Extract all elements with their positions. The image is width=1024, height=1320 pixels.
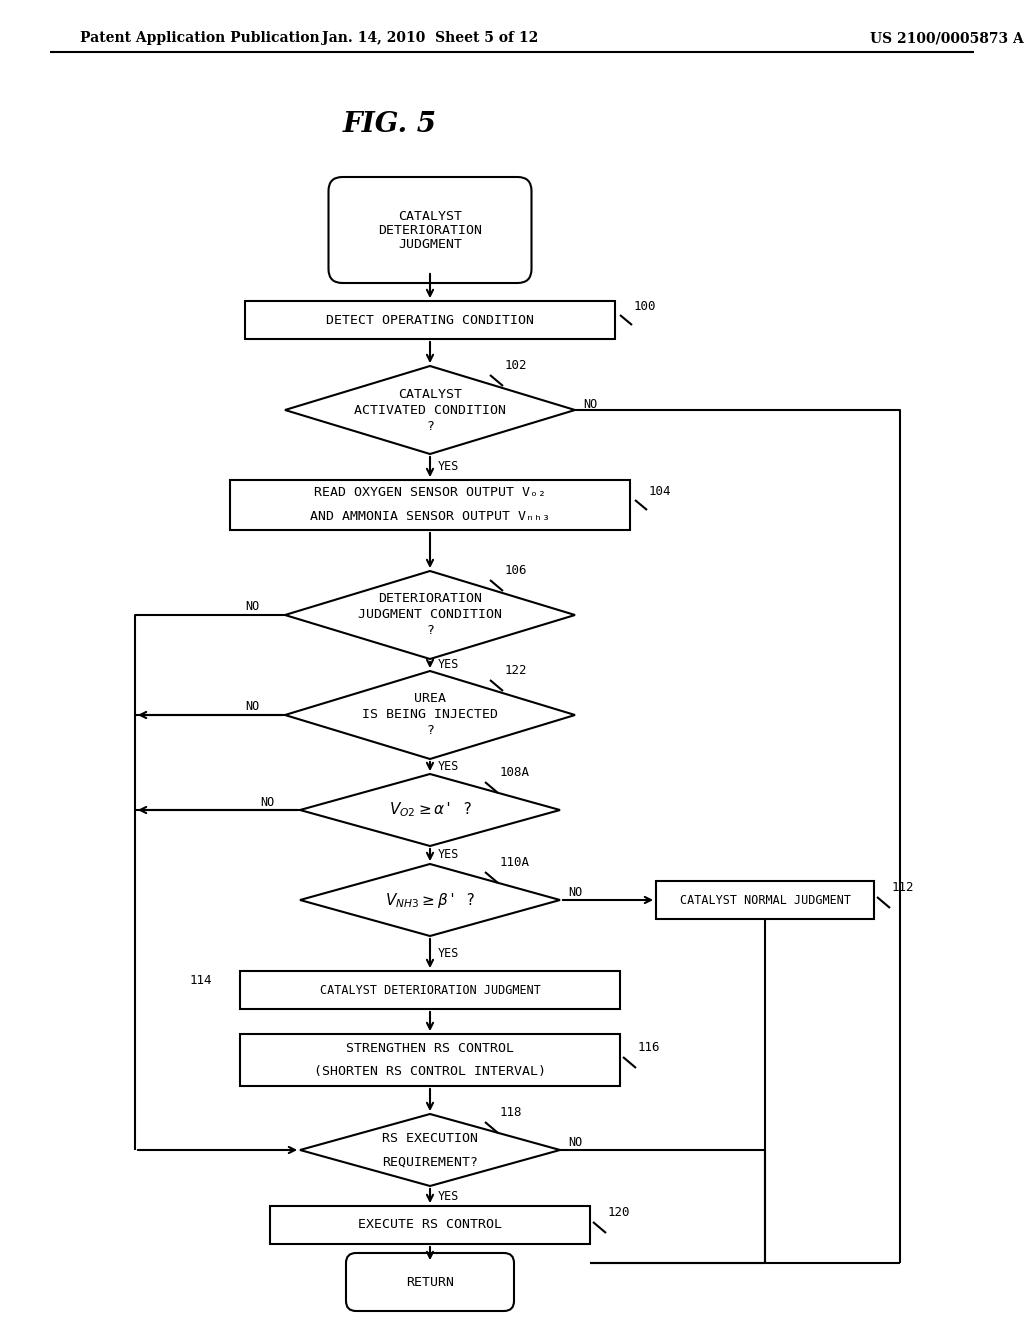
Text: 118: 118	[500, 1106, 522, 1119]
Bar	[270, 1206, 590, 1243]
Text: NO: NO	[568, 1135, 583, 1148]
Text: CATALYST NORMAL JUDGMENT: CATALYST NORMAL JUDGMENT	[680, 894, 851, 907]
Text: (SHORTEN RS CONTROL INTERVAL): (SHORTEN RS CONTROL INTERVAL)	[314, 1065, 546, 1078]
Polygon shape	[300, 774, 560, 846]
Bar	[656, 880, 874, 919]
Text: 100: 100	[634, 300, 656, 313]
Text: DETERIORATION: DETERIORATION	[378, 593, 482, 606]
Bar	[240, 1034, 620, 1086]
Text: 108A: 108A	[500, 766, 530, 779]
Polygon shape	[285, 572, 575, 659]
Text: AND AMMONIA SENSOR OUTPUT Vₙₕ₃: AND AMMONIA SENSOR OUTPUT Vₙₕ₃	[310, 511, 550, 524]
Text: YES: YES	[438, 1189, 460, 1203]
Text: $V_{O2} \geq \alpha$' ?: $V_{O2} \geq \alpha$' ?	[388, 801, 471, 820]
Text: FIG. 5: FIG. 5	[343, 111, 437, 139]
Text: 122: 122	[505, 664, 527, 677]
Polygon shape	[300, 1114, 560, 1185]
Text: ?: ?	[426, 420, 434, 433]
Bar	[245, 301, 615, 339]
Text: CATALYST DETERIORATION JUDGMENT: CATALYST DETERIORATION JUDGMENT	[319, 983, 541, 997]
Text: ?: ?	[426, 725, 434, 738]
Text: NO: NO	[260, 796, 274, 808]
Text: READ OXYGEN SENSOR OUTPUT Vₒ₂: READ OXYGEN SENSOR OUTPUT Vₒ₂	[314, 487, 546, 499]
Text: JUDGMENT: JUDGMENT	[398, 238, 462, 251]
Text: 110A: 110A	[500, 855, 530, 869]
Text: CATALYST: CATALYST	[398, 388, 462, 400]
Text: REQUIREMENT?: REQUIREMENT?	[382, 1155, 478, 1168]
Bar	[230, 480, 630, 531]
FancyBboxPatch shape	[329, 177, 531, 282]
Text: NO: NO	[583, 399, 597, 412]
Polygon shape	[285, 671, 575, 759]
Text: NO: NO	[245, 601, 259, 614]
FancyBboxPatch shape	[346, 1253, 514, 1311]
Text: NO: NO	[245, 701, 259, 714]
Text: 104: 104	[649, 484, 672, 498]
Text: DETECT OPERATING CONDITION: DETECT OPERATING CONDITION	[326, 314, 534, 326]
Text: JUDGMENT CONDITION: JUDGMENT CONDITION	[358, 609, 502, 622]
Text: 102: 102	[505, 359, 527, 372]
Text: US 2100/0005873 A1: US 2100/0005873 A1	[870, 30, 1024, 45]
Text: RETURN: RETURN	[406, 1275, 454, 1288]
Text: 114: 114	[189, 974, 212, 987]
Text: YES: YES	[438, 461, 460, 474]
Text: $V_{NH3} \geq \beta$' ?: $V_{NH3} \geq \beta$' ?	[385, 891, 475, 909]
Text: IS BEING INJECTED: IS BEING INJECTED	[362, 709, 498, 722]
Polygon shape	[300, 865, 560, 936]
Text: 116: 116	[638, 1041, 660, 1053]
Text: 106: 106	[505, 564, 527, 577]
Text: STRENGTHEN RS CONTROL: STRENGTHEN RS CONTROL	[346, 1041, 514, 1055]
Text: Patent Application Publication: Patent Application Publication	[80, 30, 319, 45]
Text: YES: YES	[438, 946, 460, 960]
Text: NO: NO	[568, 886, 583, 899]
Text: RS EXECUTION: RS EXECUTION	[382, 1131, 478, 1144]
Text: 112: 112	[892, 880, 914, 894]
Text: YES: YES	[438, 849, 460, 862]
Text: Jan. 14, 2010  Sheet 5 of 12: Jan. 14, 2010 Sheet 5 of 12	[322, 30, 539, 45]
Text: DETERIORATION: DETERIORATION	[378, 223, 482, 236]
Polygon shape	[285, 366, 575, 454]
Text: YES: YES	[438, 659, 460, 672]
Text: EXECUTE RS CONTROL: EXECUTE RS CONTROL	[358, 1218, 502, 1232]
Bar	[240, 972, 620, 1008]
Text: YES: YES	[438, 760, 460, 774]
Text: ?: ?	[426, 624, 434, 638]
Text: ACTIVATED CONDITION: ACTIVATED CONDITION	[354, 404, 506, 417]
Text: UREA: UREA	[414, 693, 446, 705]
Text: 120: 120	[608, 1206, 631, 1218]
Text: CATALYST: CATALYST	[398, 210, 462, 223]
